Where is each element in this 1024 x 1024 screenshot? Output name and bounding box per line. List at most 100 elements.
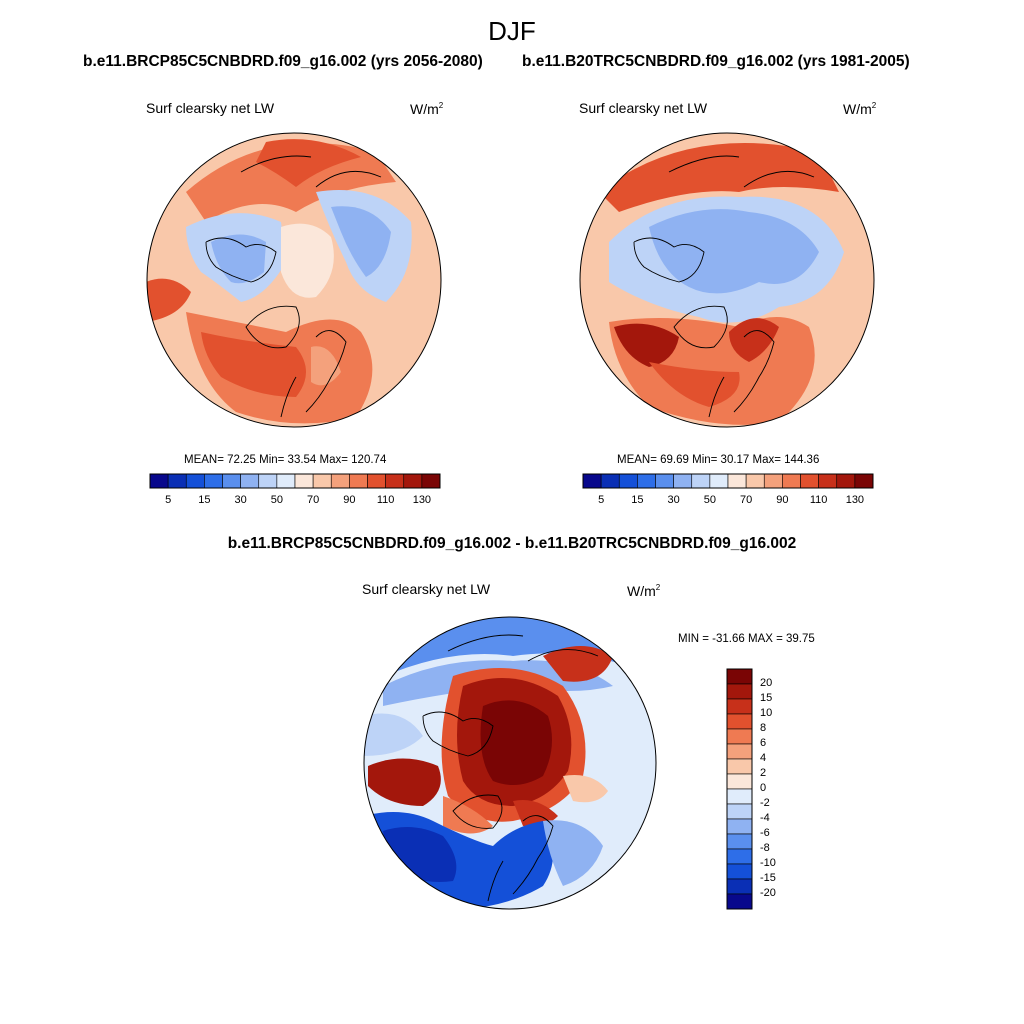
panel-2-warm-north [599,143,839,212]
panel-2-hot-core [614,323,679,367]
panel-2-coastline-arctic [633,155,815,283]
season-title: DJF [488,16,536,46]
colorbar-tick-label: 15 [198,494,211,506]
colorbar-tick-label: 50 [270,494,283,506]
panel-1-arctic-ocean [281,223,334,298]
colorbar-cell [185,473,205,489]
difference-colorbar-cell [726,878,753,895]
difference-colorbar-label: -8 [760,842,770,854]
colorbar-cell [421,473,441,489]
colorbar-cell [691,473,711,489]
difference-colorbar-cell [726,863,753,880]
difference-colorbar-cell [726,743,753,760]
difference-colorbar-cell [726,683,753,700]
colorbar-cell [222,473,241,489]
colorbar-cell [655,473,674,489]
panel-1-cold-siberia-core [331,206,391,277]
panel-1-coastline-greenland [245,305,300,349]
difference-colorbar-cell [726,668,753,685]
panel-2-coastline-greenland [673,305,728,349]
difference-colorbar-cell [726,758,753,775]
panel-2-map [579,132,875,428]
colorbar-cell [349,473,368,489]
difference-colorbar-cell [726,773,753,790]
panel-2-stats: MEAN= 69.69 Min= 30.17 Max= 144.36 [617,454,820,466]
difference-colorbar-label: 0 [760,782,767,794]
difference-colorbar-label: -20 [760,887,776,899]
difference-colorbar-label: 8 [760,722,767,734]
difference-colorbar-label: 10 [760,707,773,719]
colorbar-cell [167,473,187,489]
colorbar-cell [818,473,838,489]
colorbar-tick-label: 70 [740,494,753,506]
colorbar-cell [258,473,278,489]
panel-1-cold-canada-core [211,234,266,284]
difference-colorbar-cell [726,788,753,805]
colorbar-cell [600,473,620,489]
difference-colorbar-cell [726,698,753,715]
difference-colorbar-label: -2 [760,797,770,809]
panel-2-colorbar-ticks: 5 15 30 50 70 90 110 130 [583,494,873,508]
difference-colorbar-label: 6 [760,737,767,749]
panel-1-title: b.e11.BRCP85C5CNBDRD.f09_g16.002 (yrs 20… [83,53,483,70]
panel-1-europe-cool [311,346,341,386]
colorbar-cell [782,473,801,489]
panel-2-title: b.e11.B20TRC5CNBDRD.f09_g16.002 (yrs 198… [522,53,910,70]
difference-coastline-greenland [452,794,503,829]
colorbar-tick-label: 30 [667,494,680,506]
difference-colorbar-cell [726,848,753,865]
panel-1-warm-atlantic-core [201,332,306,397]
difference-cool-europe [543,820,603,886]
difference-colorbar-label: 2 [760,767,767,779]
colorbar-cell [709,473,729,489]
colorbar-tick-label: 130 [845,494,865,506]
colorbar-tick-label: 70 [307,494,320,506]
panel-1-map-border [146,132,442,428]
difference-colorbar-cell [726,818,753,835]
colorbar-tick-label: 110 [376,494,395,506]
panel-2-variable-label: Surf clearsky net LW [579,100,708,116]
colorbar-cell [149,473,169,489]
colorbar-cell [745,473,765,489]
colorbar-cell [800,473,819,489]
difference-warm-baffin [443,796,493,834]
colorbar-tick-label: 50 [703,494,716,506]
difference-colorbar-label: -6 [760,827,770,839]
panel-1-coastline-arctic [205,155,382,283]
panel-1-map [146,132,442,428]
colorbar-cell [294,473,314,489]
panel-2-coastline-europe [708,330,775,418]
panel-2-colorbar [582,473,874,489]
colorbar-cell [763,473,783,489]
difference-units: W/m2 [627,583,661,599]
colorbar-tick-label: 15 [631,494,644,506]
difference-colorbar-label: -15 [760,872,776,884]
difference-cool-west [364,713,423,756]
difference-colorbar-label: -4 [760,812,770,824]
difference-warm-east-patch [563,775,608,803]
difference-colorbar-cell [726,833,753,850]
colorbar-cell [330,473,350,489]
panel-1-units: W/m2 [410,101,444,117]
panel-1-stats: MEAN= 72.25 Min= 33.54 Max= 120.74 [184,454,387,466]
colorbar-tick-label: 90 [343,494,356,506]
colorbar-cell [582,473,602,489]
difference-colorbar-label: 15 [760,692,773,704]
colorbar-tick-label: 5 [165,494,172,506]
panel-1-warm-north-core [256,139,361,187]
difference-stats: MIN = -31.66 MAX = 39.75 [678,633,815,645]
colorbar-cell [618,473,638,489]
colorbar-cell [854,473,874,489]
colorbar-cell [637,473,656,489]
difference-hot-core [480,700,552,785]
colorbar-tick-label: 5 [598,494,605,506]
colorbar-cell [727,473,747,489]
difference-colorbar-cell [726,803,753,820]
difference-colorbar-cell [726,713,753,730]
colorbar-cell [276,473,296,489]
colorbar-cell [204,473,223,489]
difference-hot-hudson [368,758,441,806]
colorbar-cell [367,473,386,489]
colorbar-cell [673,473,693,489]
difference-map [363,616,657,910]
